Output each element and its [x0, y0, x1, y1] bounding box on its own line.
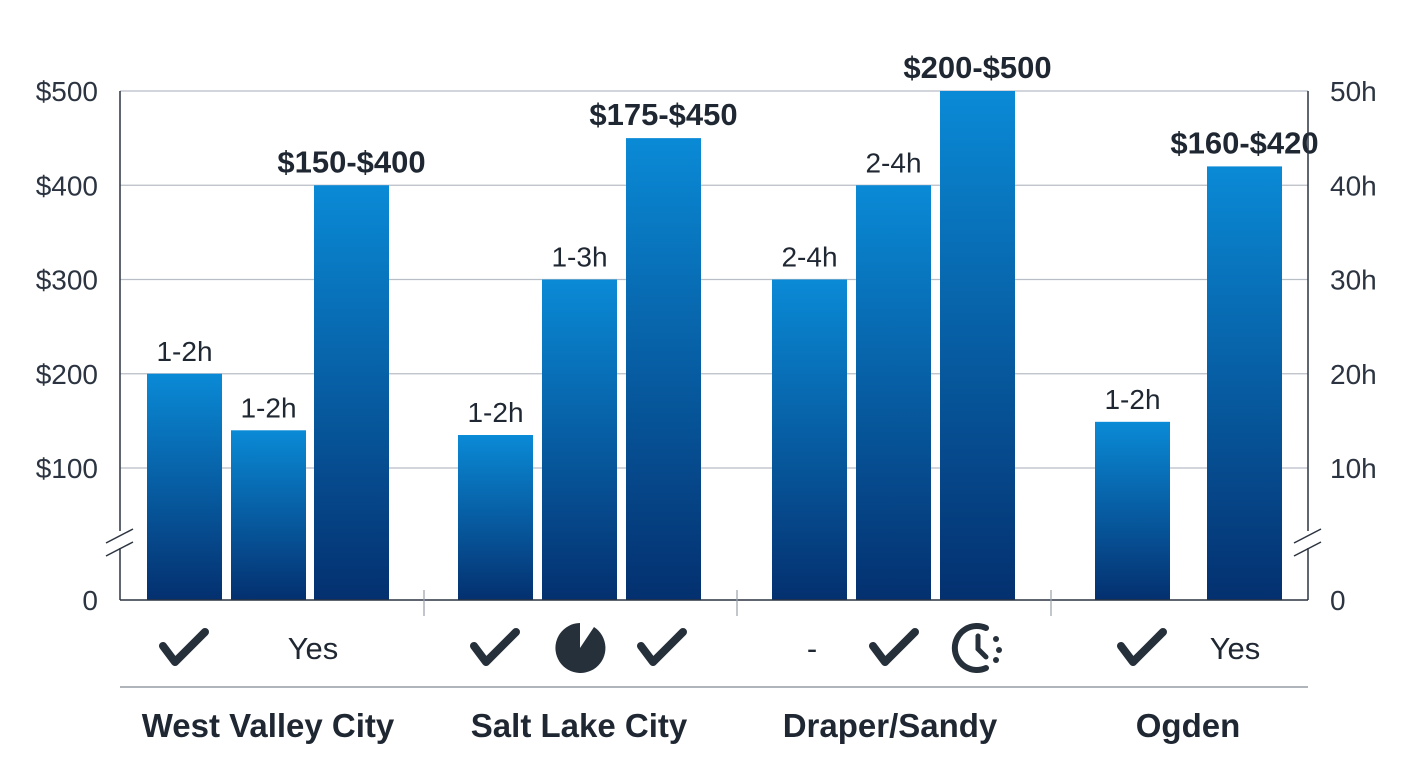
pie-icon — [555, 623, 606, 673]
left-tick-label: $200 — [36, 359, 98, 390]
bar — [147, 373, 222, 600]
axis-break-mark — [1293, 528, 1322, 544]
yes-indicator: Yes — [1210, 631, 1261, 666]
left-tick-label: $300 — [36, 265, 98, 296]
time-label: 1-2h — [467, 397, 523, 428]
check-icon — [869, 628, 919, 666]
check-icon — [470, 628, 520, 666]
time-label: 1-2h — [1104, 384, 1160, 415]
right-tick-label: 10h — [1330, 453, 1377, 484]
right-tick-label: 50h — [1330, 76, 1377, 107]
bar — [856, 185, 931, 600]
time-label: 2-4h — [865, 147, 921, 178]
check-icon — [637, 628, 687, 666]
category-label: West Valley City — [142, 707, 395, 744]
axis-break-mark — [1293, 541, 1322, 557]
price-range-label: $200-$500 — [903, 50, 1051, 85]
bar — [542, 279, 617, 600]
bar — [626, 138, 701, 600]
time-label: 2-4h — [781, 242, 837, 273]
dash-indicator: - — [807, 631, 817, 666]
bar — [772, 279, 847, 600]
right-tick-label: 40h — [1330, 170, 1377, 201]
bar — [314, 185, 389, 600]
price-range-label: $175-$450 — [589, 97, 737, 132]
left-tick-label: $500 — [36, 76, 98, 107]
time-label: 1-2h — [240, 392, 296, 423]
right-tick-label: 20h — [1330, 359, 1377, 390]
price-range-label: $150-$400 — [277, 144, 425, 179]
right-tick-label: 30h — [1330, 265, 1377, 296]
category-label: Draper/Sandy — [783, 707, 998, 744]
bar — [1095, 421, 1170, 600]
bar — [231, 430, 306, 600]
time-label: 1-2h — [156, 336, 212, 367]
bar — [940, 91, 1015, 600]
left-tick-label: $400 — [36, 170, 98, 201]
check-icon — [159, 628, 209, 666]
check-icon — [1117, 628, 1167, 666]
axis-break-mark — [105, 541, 134, 557]
clock-icon — [951, 623, 1002, 673]
time-label: 1-3h — [551, 242, 607, 273]
bar — [458, 435, 533, 600]
bar — [1207, 166, 1282, 600]
category-label: Ogden — [1136, 707, 1241, 744]
yes-indicator: Yes — [288, 631, 339, 666]
left-tick-label: 0 — [82, 585, 98, 616]
price-range-label: $160-$420 — [1170, 125, 1318, 160]
right-tick-label: 0 — [1330, 585, 1346, 616]
category-label: Salt Lake City — [471, 707, 688, 744]
axis-break-mark — [105, 528, 134, 544]
left-tick-label: $100 — [36, 453, 98, 484]
